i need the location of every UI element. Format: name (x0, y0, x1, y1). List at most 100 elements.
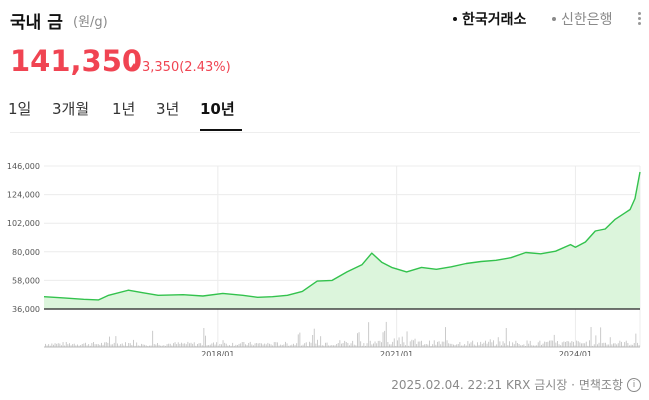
volume-bar (77, 344, 78, 347)
volume-bar (222, 340, 224, 347)
volume-bar (347, 343, 349, 347)
volume-bar (501, 345, 502, 347)
volume-bar (601, 343, 603, 347)
volume-bar (557, 341, 558, 347)
volume-bar (240, 343, 242, 347)
volume-bar (637, 342, 638, 347)
volume-bar (302, 344, 304, 347)
volume-bar (438, 341, 440, 347)
volume-bar (86, 345, 88, 347)
volume-bar (169, 343, 171, 347)
volume-bar (422, 345, 424, 347)
volume-bar (363, 343, 365, 347)
volume-bar (278, 345, 280, 347)
volume-bar (243, 342, 245, 347)
source-tab-shinhan[interactable]: 신한은행 (552, 9, 613, 29)
volume-bar (315, 343, 317, 347)
volume-bar (197, 344, 198, 347)
volume-bar (625, 340, 627, 347)
x-tick-label: 2018/01 (201, 350, 234, 356)
volume-bar (317, 339, 318, 347)
volume-bar (145, 345, 147, 347)
volume-bar (129, 343, 131, 347)
source-tab-krx[interactable]: 한국거래소 (453, 9, 526, 29)
source-label: 한국거래소 (462, 12, 527, 28)
volume-bar (627, 343, 629, 347)
more-options-icon[interactable] (634, 10, 644, 30)
volume-bar (488, 341, 490, 347)
volume-bar (475, 345, 477, 347)
volume-bar (469, 343, 470, 347)
volume-bar (254, 343, 256, 347)
volume-bar (350, 343, 352, 347)
volume-bar (312, 335, 314, 347)
volume-bar (118, 345, 120, 347)
volume-bar (526, 340, 528, 347)
volume-bar (403, 342, 405, 347)
volume-bar (297, 334, 299, 347)
disclaimer-link[interactable]: 면책조항 (578, 378, 623, 392)
market-source: KRX 금시장 (505, 378, 568, 392)
volume-bar (494, 345, 496, 347)
volume-bar (93, 342, 94, 347)
timestamp: 2025.02.04. 22:21 (391, 378, 503, 392)
volume-bar (369, 340, 371, 347)
volume-bar (216, 342, 218, 347)
volume-bar (633, 343, 635, 347)
tab-3y[interactable]: 3년 (156, 100, 180, 118)
volume-bar (608, 344, 610, 347)
tab-3m[interactable]: 3개월 (52, 100, 90, 118)
volume-bar (325, 342, 326, 347)
volume-bar (616, 344, 618, 347)
volume-bar (200, 343, 202, 347)
volume-bar (83, 343, 85, 347)
volume-bar (227, 345, 229, 347)
volume-bar (507, 345, 509, 347)
volume-bar (112, 344, 114, 347)
volume-bar (461, 345, 462, 347)
volume-bar (289, 345, 291, 347)
volume-bar (45, 343, 46, 347)
volume-bar (99, 344, 101, 347)
x-tick-label: 2024/01 (559, 350, 592, 356)
volume-bar (611, 344, 613, 347)
tab-10y[interactable]: 10년 (200, 100, 235, 118)
volume-bar (264, 343, 266, 347)
volume-bar (209, 344, 211, 347)
volume-bar (523, 344, 525, 347)
volume-bar (585, 341, 587, 347)
volume-bar (107, 342, 109, 347)
volume-bar (536, 345, 538, 347)
volume-bar (366, 343, 368, 347)
volume-bar (115, 336, 117, 347)
volume-bar (465, 345, 467, 347)
volume-bar (232, 342, 234, 347)
volume-bar (533, 345, 534, 347)
y-tick-label: 80,000 (12, 248, 40, 257)
volume-bar (326, 342, 328, 347)
volume-bar (277, 342, 278, 347)
volume-bar (485, 340, 486, 347)
volume-bar (165, 345, 166, 347)
volume-bar (126, 345, 128, 347)
volume-bar (75, 345, 77, 347)
volume-bar (457, 344, 459, 347)
tab-1y[interactable]: 1년 (112, 100, 136, 118)
volume-bar (256, 343, 258, 347)
volume-bar (464, 344, 466, 347)
volume-bar (78, 345, 80, 347)
volume-bar (57, 343, 59, 347)
volume-bar (384, 330, 386, 347)
volume-bar (566, 341, 568, 347)
volume-bar (622, 345, 624, 347)
volume-bar (531, 345, 533, 347)
volume-bar (486, 343, 488, 347)
volume-bar (64, 345, 66, 347)
tab-1d[interactable]: 1일 (8, 100, 32, 118)
volume-bar (238, 343, 240, 347)
volume-bar (61, 345, 62, 347)
volume-bar (245, 344, 246, 347)
info-icon[interactable]: i (627, 377, 641, 392)
volume-bar (462, 345, 464, 347)
volume-bar (179, 343, 181, 347)
